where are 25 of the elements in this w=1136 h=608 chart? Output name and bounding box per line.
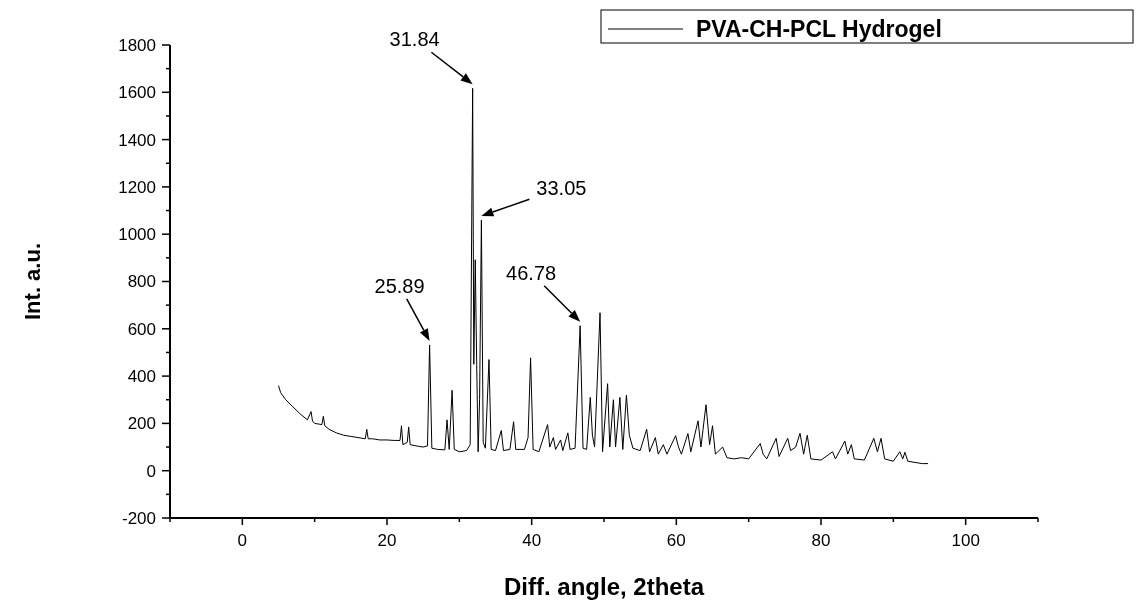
annotation: 25.89 <box>374 274 425 297</box>
y-tick-label: 1800 <box>118 35 156 55</box>
x-tick-label: 80 <box>811 531 831 550</box>
y-tick-label: 1200 <box>118 177 156 197</box>
annotation: 46.78 <box>506 261 557 284</box>
y-tick-label: 0 <box>146 461 156 481</box>
y-tick-label: 600 <box>127 319 156 339</box>
x-tick-label: 100 <box>951 531 980 550</box>
y-tick-label: -200 <box>121 508 156 528</box>
line-series <box>278 87 929 465</box>
annotation: 33.05 <box>536 177 587 200</box>
x-tick-label: 60 <box>666 531 686 550</box>
x-tick-label: 0 <box>237 531 248 550</box>
x-tick-label: 40 <box>522 531 542 550</box>
x-tick-label: 20 <box>377 531 397 550</box>
y-tick-label: 1000 <box>118 225 156 245</box>
y-tick-label: 1600 <box>118 83 156 103</box>
annotation: 31.84 <box>389 28 440 51</box>
y-axis-title: Int. a.u. <box>20 243 45 320</box>
legend-label: PVA-CH-PCL Hydrogel <box>696 16 942 43</box>
y-tick-label: 400 <box>127 367 156 387</box>
x-axis-title: Diff. angle, 2theta <box>503 573 705 600</box>
y-tick-label: 800 <box>127 272 156 292</box>
y-tick-label: 200 <box>127 414 156 434</box>
y-tick-label: 1400 <box>118 130 156 150</box>
